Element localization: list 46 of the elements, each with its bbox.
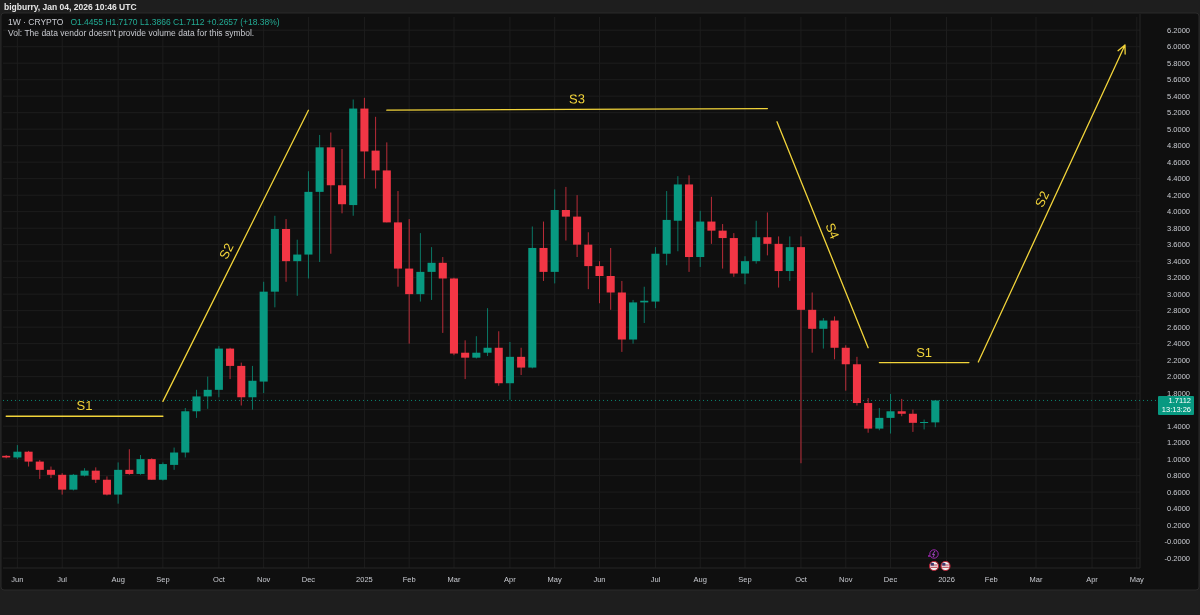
candlestick (718, 223, 727, 270)
candlestick (763, 211, 772, 256)
candlestick (427, 246, 436, 301)
text: S2 (215, 240, 237, 262)
candlestick (483, 307, 492, 357)
candlestick (841, 344, 850, 392)
candlestick (539, 221, 548, 282)
series-label: S3 (569, 90, 586, 106)
chart-title: 1W · CRYPTO (8, 17, 64, 27)
candlestick (908, 409, 917, 433)
candlestick (158, 461, 167, 482)
series-label: S1 (76, 397, 93, 413)
text: bigburry, Jan 04, 2026 10:46 UTC (4, 1, 137, 12)
candlestick (46, 466, 55, 479)
annotation: S2 (1031, 188, 1052, 210)
candlestick (707, 196, 716, 245)
candlestick (517, 347, 526, 376)
candlestick (35, 459, 44, 480)
candlestick (785, 235, 794, 282)
text: Vol: The data vendor doesn't provide volume data for this symbol. (8, 28, 255, 38)
text: S4 (822, 220, 843, 241)
candlestick (461, 339, 470, 380)
candlestick (752, 220, 761, 265)
candlestick (808, 292, 817, 354)
series-label: S1 (916, 344, 933, 360)
candlestick (875, 407, 884, 431)
candlestick (606, 247, 615, 311)
candlestick (147, 457, 156, 481)
candlestick (561, 186, 570, 242)
candlestick (293, 239, 302, 297)
candlestick (125, 448, 134, 476)
candlestick (416, 232, 425, 303)
candlestick (337, 148, 347, 214)
candlestick (595, 260, 604, 304)
candlestick (58, 472, 67, 496)
candlestick (584, 231, 593, 290)
candlestick (438, 256, 447, 334)
candlestick (740, 255, 750, 285)
candlestick (170, 447, 179, 471)
candlestick (203, 376, 212, 410)
annotation: O1.4455 H1.7170 L1.3866 C1.7112 +0.2657 (+18.38%) (70, 17, 280, 27)
candlestick (819, 317, 828, 350)
candlestick (371, 116, 380, 190)
candlestick (226, 347, 235, 380)
candlestick (920, 419, 929, 430)
candlestick (136, 454, 145, 476)
